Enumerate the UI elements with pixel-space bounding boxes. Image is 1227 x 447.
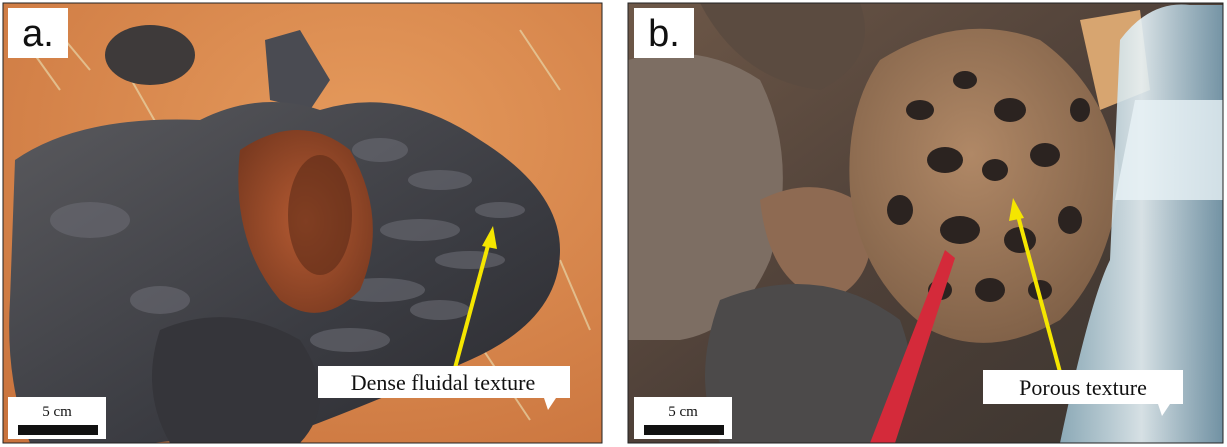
scale-label: 5 cm — [42, 404, 72, 420]
decoration — [352, 138, 408, 162]
decoration — [1030, 143, 1060, 167]
decoration — [408, 170, 472, 190]
arrow-shaft — [453, 237, 492, 369]
arrow-head — [482, 226, 497, 249]
arrow-head — [1009, 198, 1024, 221]
scale-label: 5 cm — [668, 404, 698, 420]
rock — [700, 3, 865, 90]
panel-label: b. — [648, 13, 680, 55]
decoration — [887, 195, 913, 225]
decoration — [953, 71, 977, 89]
annotation: Porous texture — [1019, 375, 1147, 400]
decoration — [1058, 206, 1082, 234]
panel-border — [2, 2, 603, 444]
decoration — [475, 202, 525, 218]
panel-border — [627, 2, 1224, 444]
rock — [628, 53, 783, 340]
fluidal-ridges — [50, 138, 525, 352]
red-pen — [870, 250, 955, 443]
small-rock — [105, 25, 195, 85]
bottle-label — [1115, 100, 1223, 200]
panel-b: b. Porous texture 5 cm — [628, 3, 1223, 443]
decoration — [310, 328, 390, 352]
decoration — [50, 202, 130, 238]
pores — [887, 71, 1090, 302]
scale-bar — [644, 425, 724, 435]
panel-label-box — [634, 8, 694, 58]
callout-box — [318, 366, 570, 410]
decoration — [1070, 98, 1090, 122]
hollow — [288, 155, 352, 275]
decoration — [975, 278, 1005, 302]
decoration — [410, 300, 470, 320]
decoration — [435, 251, 505, 269]
decoration — [906, 100, 934, 120]
annotation: Dense fluidal texture — [351, 370, 536, 395]
decoration — [994, 98, 1026, 122]
decoration — [380, 219, 460, 241]
panel-a: a. Dense fluidal texture 5 cm — [3, 3, 602, 443]
panel-label-box — [8, 8, 68, 58]
arrow-shaft — [1015, 211, 1062, 373]
decoration — [982, 159, 1008, 181]
decoration — [940, 216, 980, 244]
dark-rock — [705, 284, 912, 443]
callout-box — [983, 370, 1183, 416]
rough-rock — [152, 317, 320, 443]
decoration — [927, 147, 963, 173]
panel-label: a. — [22, 13, 54, 55]
decoration — [1004, 227, 1036, 253]
small-rock — [265, 30, 330, 110]
rock — [760, 187, 872, 300]
decoration — [130, 286, 190, 314]
scale-bar — [18, 425, 98, 435]
